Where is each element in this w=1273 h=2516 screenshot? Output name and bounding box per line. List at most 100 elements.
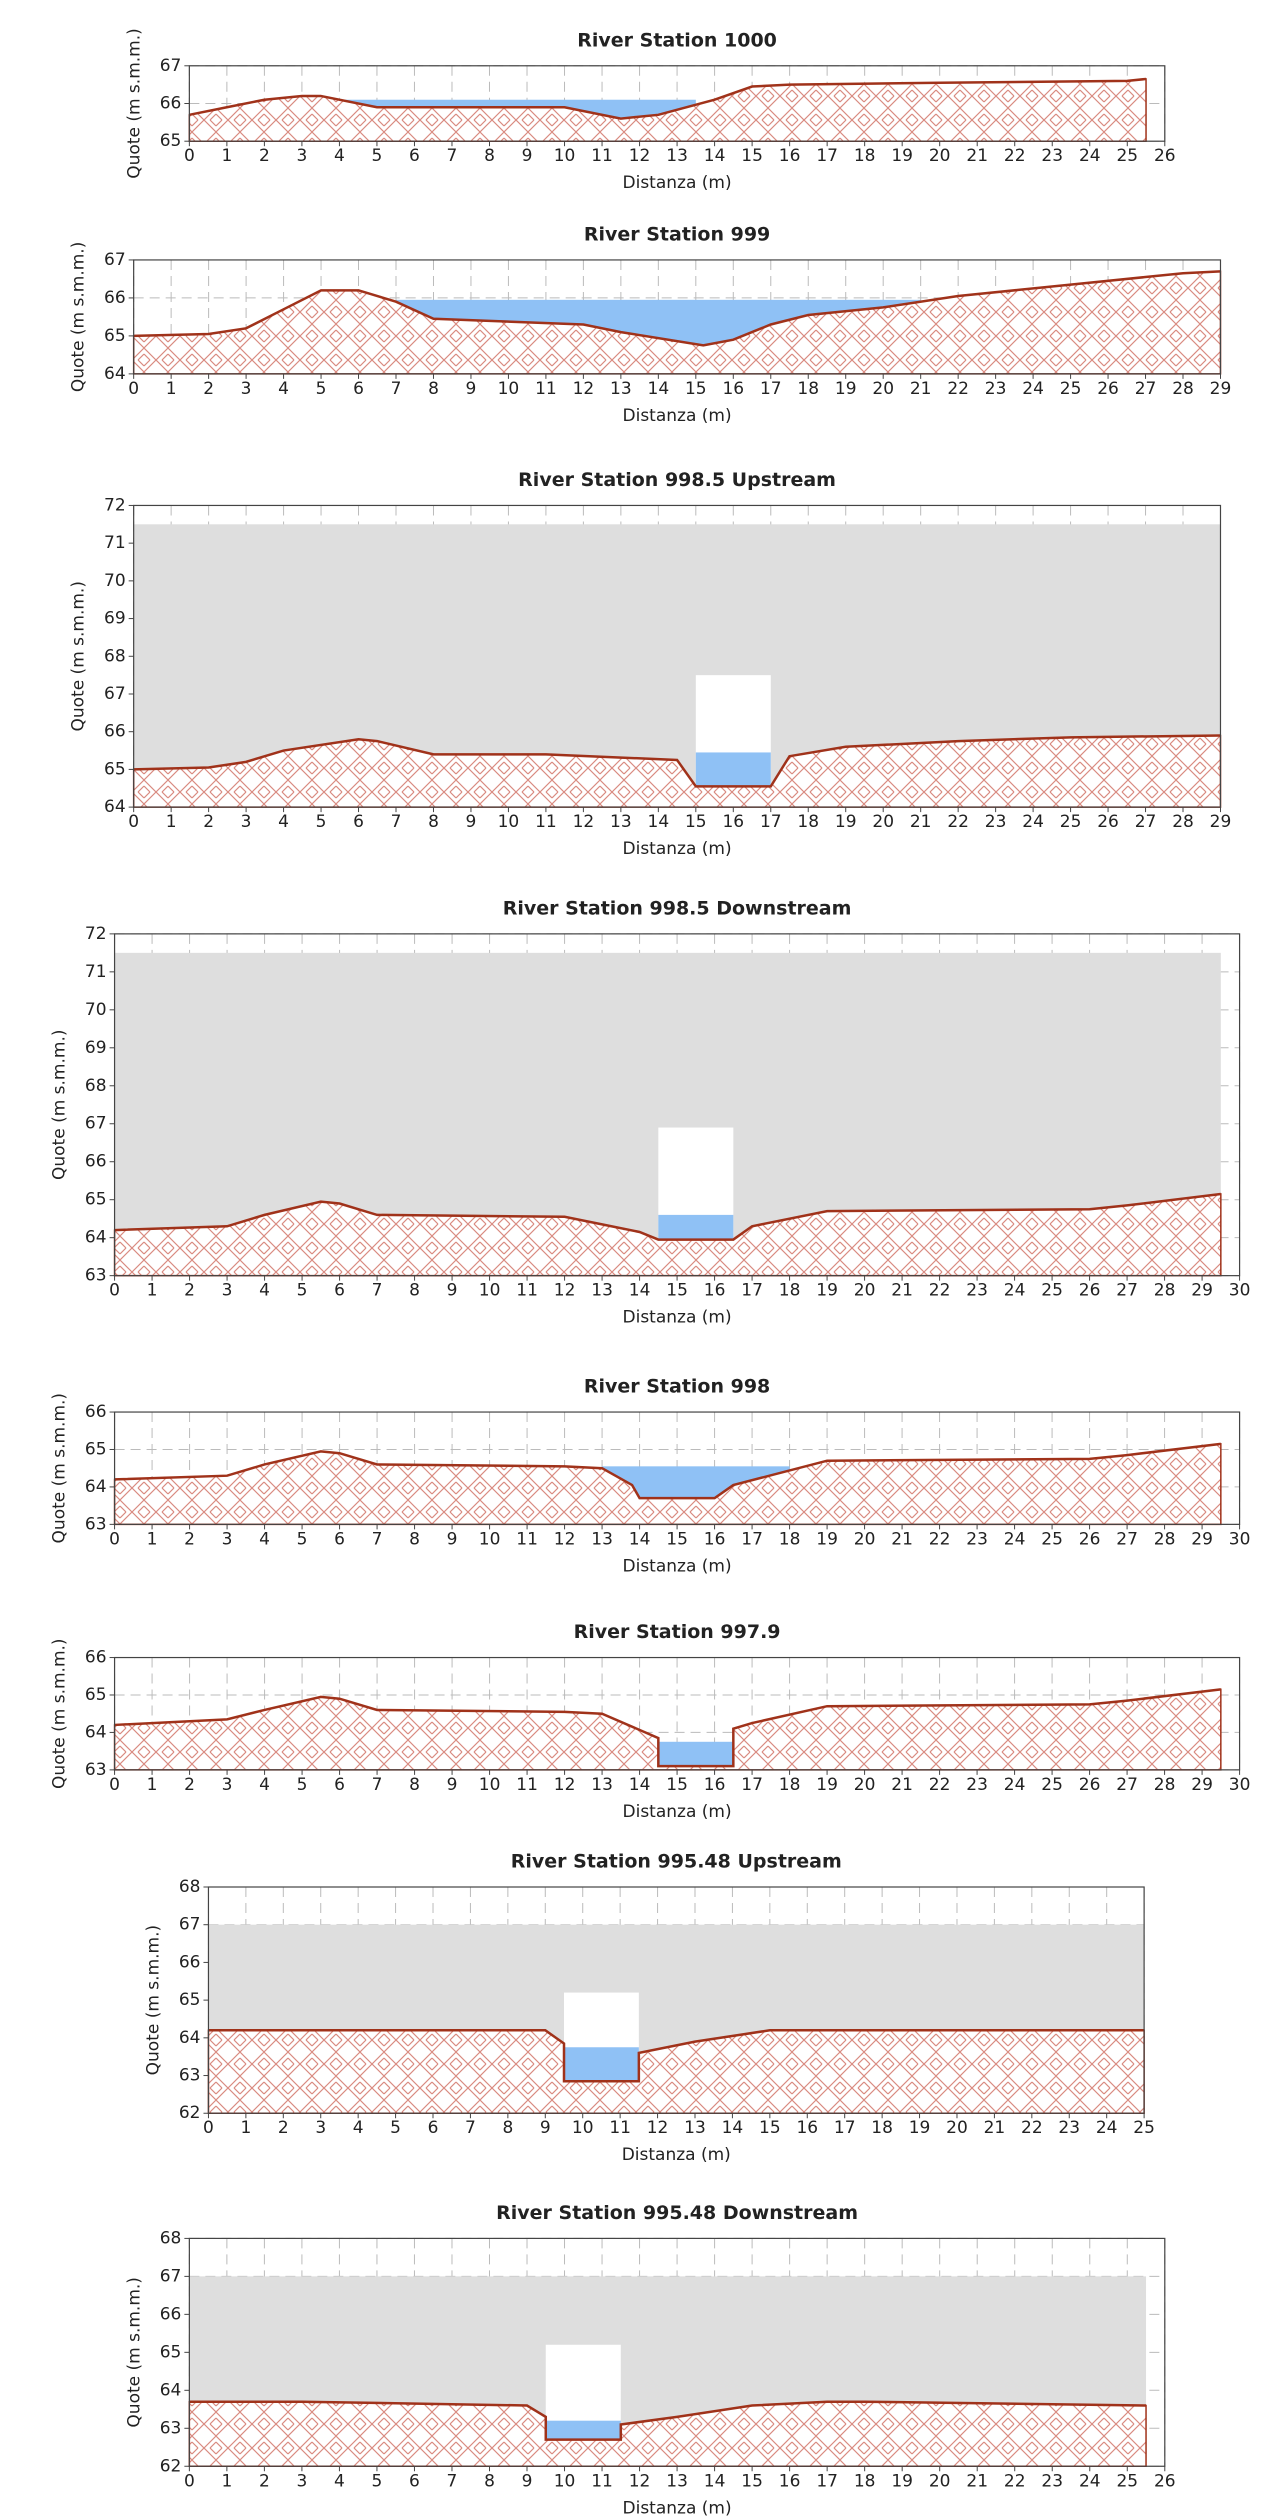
x-tick-label: 7 <box>447 146 458 166</box>
x-tick-label: 23 <box>966 1281 988 1301</box>
x-tick-label: 5 <box>297 1529 308 1549</box>
y-tick-label: 63 <box>85 1760 107 1780</box>
y-tick-label: 64 <box>85 1477 107 1497</box>
x-tick-label: 0 <box>109 1529 120 1549</box>
x-tick-label: 29 <box>1191 1281 1213 1301</box>
x-tick-label: 3 <box>222 1281 233 1301</box>
x-tick-label: 1 <box>147 1281 158 1301</box>
x-tick-label: 25 <box>1060 812 1082 832</box>
x-tick-label: 11 <box>516 1281 538 1301</box>
cross-section-panel: River Station 995.48 Upstream Distanza (m… <box>143 1851 1154 2166</box>
x-tick-label: 26 <box>1079 1775 1101 1795</box>
y-tick-label: 66 <box>160 93 182 113</box>
x-tick-label: 27 <box>1116 1775 1138 1795</box>
x-tick-label: 5 <box>372 146 383 166</box>
x-tick-label: 17 <box>816 146 838 166</box>
x-tick-label: 9 <box>466 379 477 399</box>
x-tick-label: 18 <box>779 1281 801 1301</box>
x-tick-label: 19 <box>891 2471 913 2491</box>
x-tick-label: 15 <box>666 1775 688 1795</box>
x-tick-label: 1 <box>166 812 177 832</box>
x-tick-label: 5 <box>390 2118 401 2138</box>
x-tick-label: 13 <box>610 379 632 399</box>
y-tick-label: 72 <box>104 495 126 515</box>
x-tick-label: 12 <box>629 2471 651 2491</box>
y-axis-label: Quote (m s.m.m.) <box>50 1030 70 1181</box>
y-tick-label: 65 <box>85 1190 107 1210</box>
x-tick-label: 26 <box>1154 2471 1176 2491</box>
x-tick-label: 30 <box>1229 1281 1251 1301</box>
x-tick-label: 14 <box>648 812 670 832</box>
x-tick-label: 8 <box>409 1775 420 1795</box>
y-axis-label: Quote (m s.m.m.) <box>124 28 144 179</box>
x-tick-label: 9 <box>447 1281 458 1301</box>
y-tick-label: 66 <box>85 1648 107 1668</box>
x-tick-label: 5 <box>297 1281 308 1301</box>
x-tick-label: 5 <box>316 812 327 832</box>
x-tick-label: 10 <box>554 146 576 166</box>
y-tick-label: 64 <box>85 1228 107 1248</box>
x-tick-label: 5 <box>316 379 327 399</box>
x-tick-label: 16 <box>722 379 744 399</box>
x-tick-label: 7 <box>372 1281 383 1301</box>
x-tick-label: 7 <box>391 379 402 399</box>
x-tick-label: 27 <box>1135 812 1157 832</box>
y-tick-label: 62 <box>160 2456 182 2476</box>
x-tick-label: 24 <box>1079 146 1101 166</box>
x-tick-label: 22 <box>1004 2471 1026 2491</box>
x-tick-label: 2 <box>184 1775 195 1795</box>
x-tick-label: 25 <box>1133 2118 1155 2138</box>
x-tick-label: 9 <box>522 2471 533 2491</box>
x-tick-label: 14 <box>648 379 670 399</box>
x-tick-label: 21 <box>966 2471 988 2491</box>
x-tick-label: 9 <box>447 1775 458 1795</box>
x-tick-label: 14 <box>629 1775 651 1795</box>
x-tick-label: 16 <box>704 1529 726 1549</box>
x-tick-label: 14 <box>629 1529 651 1549</box>
x-tick-label: 9 <box>522 146 533 166</box>
x-tick-label: 17 <box>760 379 782 399</box>
x-tick-label: 24 <box>1004 1281 1026 1301</box>
x-tick-label: 17 <box>834 2118 856 2138</box>
x-tick-label: 26 <box>1097 379 1119 399</box>
x-tick-label: 9 <box>447 1529 458 1549</box>
x-tick-label: 1 <box>147 1775 158 1795</box>
x-tick-label: 15 <box>666 1281 688 1301</box>
chart-title: River Station 995.48 Upstream <box>511 1851 842 1873</box>
ground-profile <box>189 2400 1147 2441</box>
x-tick-label: 27 <box>1116 1529 1138 1549</box>
x-tick-label: 16 <box>779 146 801 166</box>
x-tick-label: 26 <box>1079 1281 1101 1301</box>
y-tick-label: 66 <box>85 1152 107 1172</box>
x-tick-label: 3 <box>222 1529 233 1549</box>
x-axis-label: Distanza (m) <box>623 1802 732 1822</box>
x-tick-label: 29 <box>1191 1775 1213 1795</box>
cross-section-panel: River Station 1000 Distanza (m) Quote (m s… <box>124 28 1175 193</box>
x-tick-label: 12 <box>647 2118 669 2138</box>
x-tick-label: 7 <box>391 812 402 832</box>
y-tick-label: 64 <box>179 2028 201 2048</box>
x-tick-label: 11 <box>535 812 557 832</box>
x-tick-label: 30 <box>1229 1775 1251 1795</box>
x-tick-label: 6 <box>334 1775 345 1795</box>
y-tick-label: 67 <box>85 1114 107 1134</box>
x-tick-label: 22 <box>929 1281 951 1301</box>
x-tick-label: 21 <box>891 1281 913 1301</box>
x-tick-label: 1 <box>166 379 177 399</box>
ground-profile <box>208 2029 1145 2083</box>
x-tick-label: 9 <box>466 812 477 832</box>
x-tick-label: 20 <box>854 1281 876 1301</box>
x-tick-label: 11 <box>516 1775 538 1795</box>
x-tick-label: 17 <box>760 812 782 832</box>
x-tick-label: 15 <box>741 146 763 166</box>
x-tick-label: 8 <box>502 2118 513 2138</box>
x-tick-label: 20 <box>929 2471 951 2491</box>
x-tick-label: 21 <box>966 146 988 166</box>
x-tick-label: 18 <box>854 146 876 166</box>
x-tick-label: 10 <box>498 812 520 832</box>
x-tick-label: 2 <box>259 2471 270 2491</box>
x-tick-label: 11 <box>591 2471 613 2491</box>
x-tick-label: 10 <box>498 379 520 399</box>
x-tick-label: 20 <box>872 379 894 399</box>
